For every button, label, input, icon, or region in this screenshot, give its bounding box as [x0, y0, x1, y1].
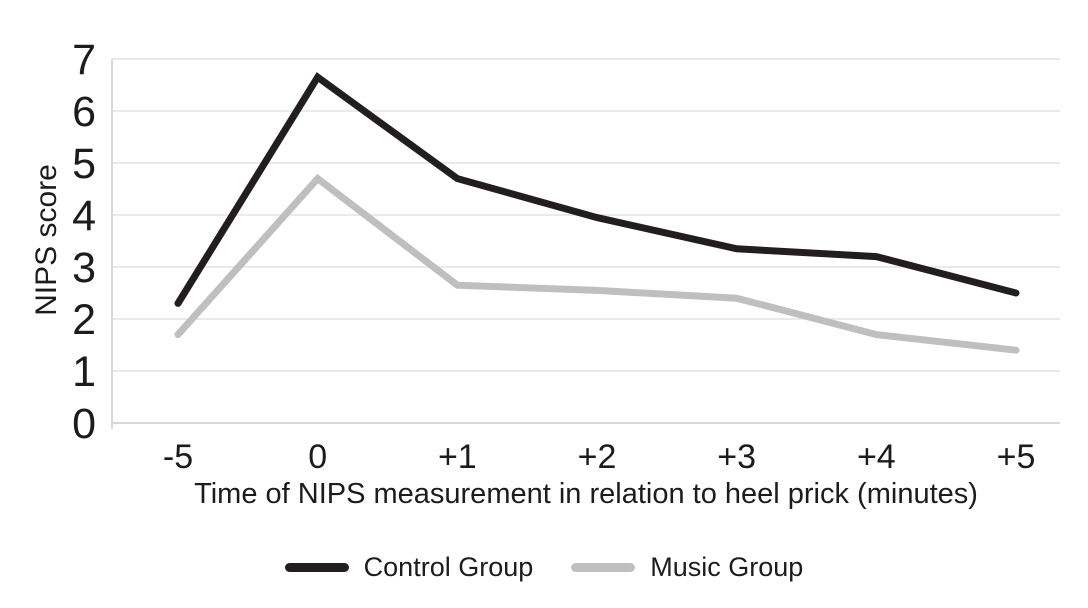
legend-label: Control Group — [363, 552, 534, 582]
control-group-line-swatch — [284, 563, 349, 572]
y-tick-label: 0 — [72, 400, 96, 448]
y-tick-label: 2 — [72, 296, 96, 344]
y-tick-label: 6 — [72, 88, 96, 136]
x-tick-label: +5 — [997, 438, 1036, 476]
x-tick-label: +2 — [578, 438, 617, 476]
y-tick-label: 5 — [72, 140, 96, 188]
x-tick-label: +3 — [717, 438, 756, 476]
x-tick-label: -5 — [163, 438, 193, 476]
legend: Control Group Music Group — [0, 552, 1088, 583]
legend-item-music-group: Music Group — [571, 552, 803, 583]
y-tick-label: 1 — [72, 348, 96, 396]
music-group-line — [174, 173, 1020, 354]
legend-label: Music Group — [650, 552, 804, 582]
x-tick-label: 0 — [308, 438, 327, 476]
x-tick-label: +4 — [857, 438, 896, 476]
control-group-line — [174, 72, 1020, 307]
music-group-line-swatch — [571, 563, 636, 572]
x-tick-label: +1 — [438, 438, 477, 476]
y-tick-label: 4 — [72, 192, 96, 240]
x-axis-title: Time of NIPS measurement in relation to … — [194, 478, 978, 510]
legend-item-control-group: Control Group — [284, 552, 534, 583]
y-tick-label: 3 — [72, 244, 96, 292]
y-tick-label: 7 — [72, 36, 96, 84]
